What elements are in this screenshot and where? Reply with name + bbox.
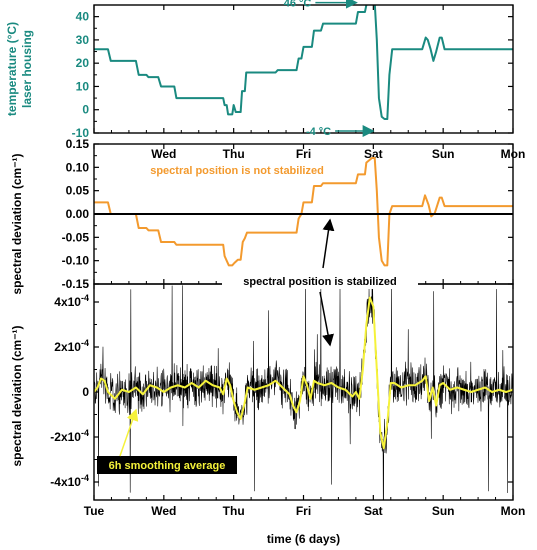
y-tick-label-0-5: 40 [76,10,90,24]
x-tick-label-2-5: Sun [432,504,455,518]
x-tick-label-2-3: Fri [296,504,311,518]
y-tick-label-0-2: 10 [76,79,90,93]
y-tick-label-0-3: 20 [76,56,90,70]
y-tick-label-1-4: 0.05 [66,184,90,198]
y-axis-title-temperature: temperature (°C) [5,22,19,116]
y-tick-label-1-1: -0.10 [62,254,90,268]
annotation-stabilized: spectral position is stabilized [243,276,396,288]
smoothing-average-line [94,296,513,450]
x-tick-label-2-0: Tue [84,504,105,518]
x-tick-label-2-4: Sat [364,504,383,518]
arrow-stabilized-up [322,218,335,269]
x-tick-label-1-3: Fri [296,147,311,161]
arrow-smoothing [119,408,139,457]
x-axis-title: time (6 days) [267,532,340,546]
y-tick-label-1-2: -0.05 [62,230,90,244]
temperature-line [94,5,513,121]
x-tick-label-2-6: Mon [501,504,526,518]
y-tick-label-2-1: -2x10-4 [50,428,89,444]
annotation-46c: 46 °C [284,0,312,10]
y-tick-label-0-4: 30 [76,33,90,47]
x-tick-label-1-1: Wed [151,147,176,161]
annotation-minus4c: -4 °C [306,126,331,138]
arrow-stabilized-down [319,291,334,347]
annotation-smoothing-bg [97,456,237,474]
y-tick-label-1-0: -0.15 [62,277,90,291]
unstabilized-line [94,157,513,267]
panel-frame-0 [93,4,514,134]
y-tick-label-1-5: 0.10 [66,160,90,174]
x-tick-label-2-2: Thu [223,504,245,518]
y-tick-label-2-2: 0 [82,385,89,399]
y-tick-label-1-3: 0.00 [66,207,90,221]
y-axis-title-temperature-line2: laser housing [20,30,34,108]
x-tick-label-1-4: Sat [364,147,383,161]
annotation-not-stabilized: spectral position is not stabilized [150,165,324,177]
x-tick-label-1-2: Thu [223,147,245,161]
y-tick-label-2-3: 2x10-4 [54,338,89,354]
x-tick-label-1-5: Sun [432,147,455,161]
annotation-stabilized-bg [222,272,418,289]
y-tick-label-1-6: 0.15 [66,137,90,151]
y-axis-title-residual: spectral deviation (cm⁻¹) [10,325,24,466]
stabilized-signal-line [94,284,513,500]
y-tick-label-2-4: 4x10-4 [54,293,89,309]
y-axis-title-spectral: spectral deviation (cm⁻¹) [10,153,24,294]
y-tick-label-2-0: -4x10-4 [50,473,89,489]
y-tick-label-0-1: 0 [82,103,89,117]
y-tick-label-0-0: -10 [72,126,90,140]
annotation-smoothing: 6h smoothing average [109,460,226,472]
x-tick-label-2-1: Wed [151,504,176,518]
